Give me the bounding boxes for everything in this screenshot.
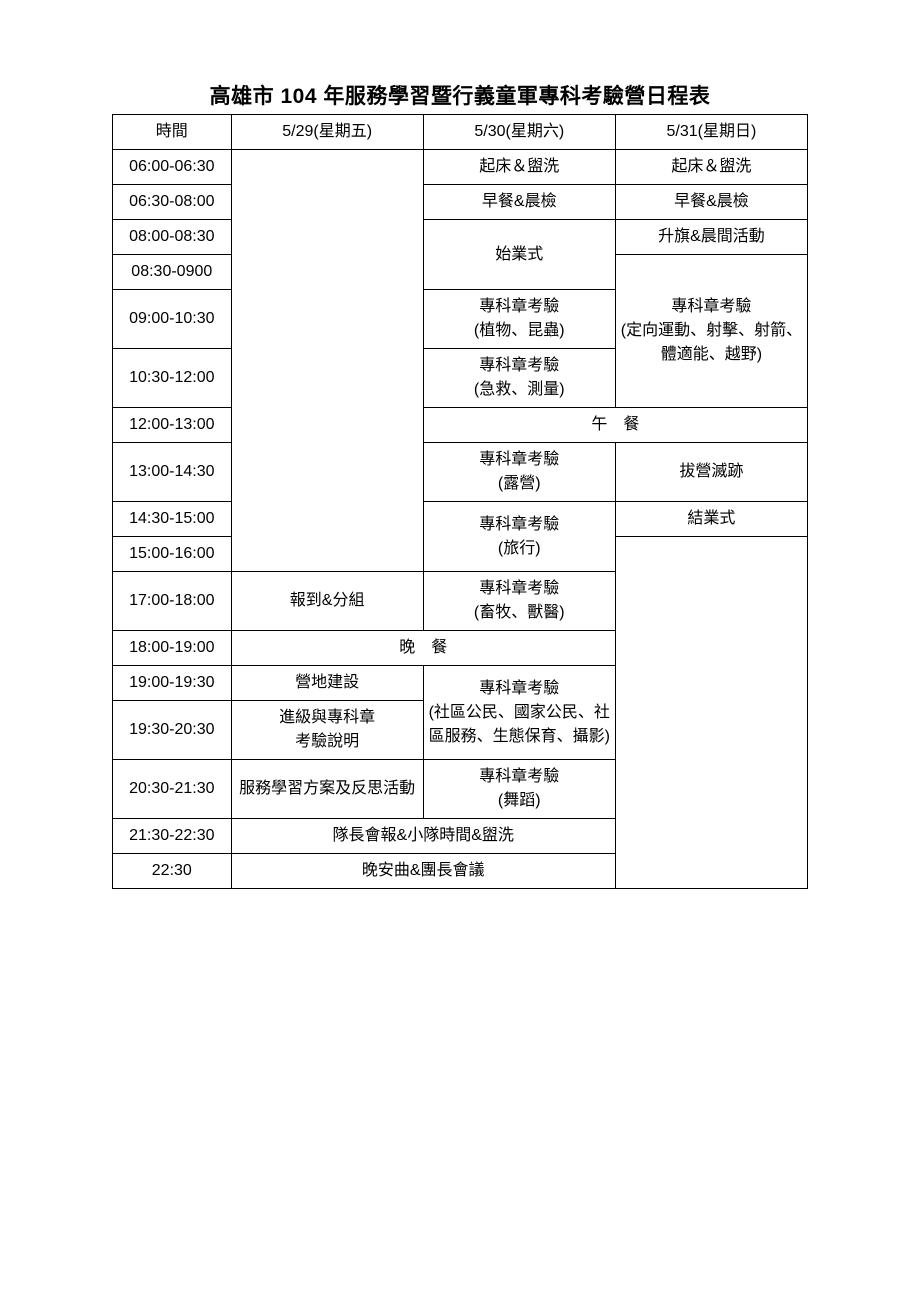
table-row: 06:00-06:30 起床＆盥洗 起床＆盥洗 [113, 150, 808, 185]
activity-cell: 早餐&晨檢 [615, 185, 807, 220]
time-cell: 13:00-14:30 [113, 443, 232, 502]
activity-cell: 服務學習方案及反思活動 [231, 760, 423, 819]
activity-cell: 隊長會報&小隊時間&盥洗 [231, 819, 615, 854]
activity-cell: 專科章考驗(舞蹈) [423, 760, 615, 819]
activity-cell: 起床＆盥洗 [423, 150, 615, 185]
time-cell: 08:00-08:30 [113, 220, 232, 255]
activity-cell: 報到&分組 [231, 572, 423, 631]
table-row: 14:30-15:00 專科章考驗(旅行) 結業式 [113, 502, 808, 537]
activity-cell: 午 餐 [423, 408, 807, 443]
empty-cell [231, 150, 423, 572]
header-day2: 5/30(星期六) [423, 115, 615, 150]
time-cell: 08:30-0900 [113, 255, 232, 290]
table-row: 06:30-08:00 早餐&晨檢 早餐&晨檢 [113, 185, 808, 220]
time-cell: 18:00-19:00 [113, 631, 232, 666]
time-cell: 17:00-18:00 [113, 572, 232, 631]
table-header-row: 時間 5/29(星期五) 5/30(星期六) 5/31(星期日) [113, 115, 808, 150]
activity-cell: 營地建設 [231, 666, 423, 701]
header-day3: 5/31(星期日) [615, 115, 807, 150]
activity-cell: 專科章考驗(畜牧、獸醫) [423, 572, 615, 631]
page-title: 高雄市 104 年服務學習暨行義童軍專科考驗營日程表 [112, 80, 808, 110]
table-row: 08:00-08:30 始業式 升旗&晨間活動 [113, 220, 808, 255]
activity-cell: 升旗&晨間活動 [615, 220, 807, 255]
empty-cell [615, 537, 807, 889]
time-cell: 19:30-20:30 [113, 701, 232, 760]
time-cell: 14:30-15:00 [113, 502, 232, 537]
time-cell: 21:30-22:30 [113, 819, 232, 854]
time-cell: 19:00-19:30 [113, 666, 232, 701]
schedule-table: 時間 5/29(星期五) 5/30(星期六) 5/31(星期日) 06:00-0… [112, 114, 808, 889]
time-cell: 10:30-12:00 [113, 349, 232, 408]
activity-cell: 專科章考驗(定向運動、射擊、射箭、體適能、越野) [615, 255, 807, 408]
activity-cell: 早餐&晨檢 [423, 185, 615, 220]
table-row: 12:00-13:00 午 餐 [113, 408, 808, 443]
activity-cell: 專科章考驗(植物、昆蟲) [423, 290, 615, 349]
activity-cell: 專科章考驗(急救、測量) [423, 349, 615, 408]
activity-cell: 專科章考驗(社區公民、國家公民、社區服務、生態保育、攝影) [423, 666, 615, 760]
activity-cell: 拔營滅跡 [615, 443, 807, 502]
activity-cell: 起床＆盥洗 [615, 150, 807, 185]
activity-cell: 進級與專科章考驗說明 [231, 701, 423, 760]
activity-cell: 專科章考驗(旅行) [423, 502, 615, 572]
time-cell: 22:30 [113, 854, 232, 889]
activity-cell: 晚 餐 [231, 631, 615, 666]
time-cell: 20:30-21:30 [113, 760, 232, 819]
time-cell: 12:00-13:00 [113, 408, 232, 443]
activity-cell: 始業式 [423, 220, 615, 290]
activity-cell: 晚安曲&團長會議 [231, 854, 615, 889]
time-cell: 15:00-16:00 [113, 537, 232, 572]
header-time: 時間 [113, 115, 232, 150]
time-cell: 06:00-06:30 [113, 150, 232, 185]
header-day1: 5/29(星期五) [231, 115, 423, 150]
table-row: 13:00-14:30 專科章考驗(露營) 拔營滅跡 [113, 443, 808, 502]
time-cell: 06:30-08:00 [113, 185, 232, 220]
time-cell: 09:00-10:30 [113, 290, 232, 349]
activity-cell: 結業式 [615, 502, 807, 537]
activity-cell: 專科章考驗(露營) [423, 443, 615, 502]
